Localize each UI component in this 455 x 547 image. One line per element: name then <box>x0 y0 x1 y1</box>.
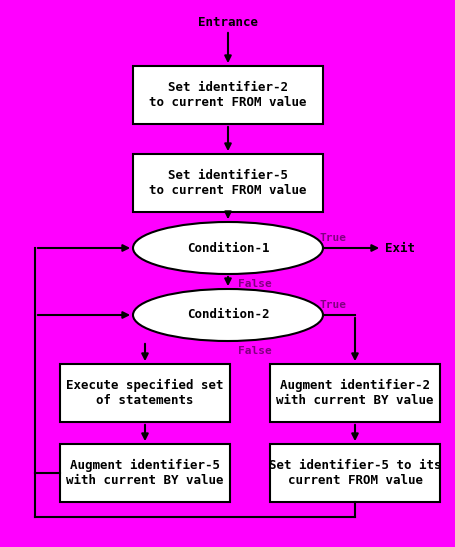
Text: Entrance: Entrance <box>198 15 258 28</box>
FancyBboxPatch shape <box>133 66 323 124</box>
FancyBboxPatch shape <box>270 364 440 422</box>
Text: Condition-1: Condition-1 <box>187 241 269 254</box>
Text: True: True <box>319 233 347 243</box>
FancyBboxPatch shape <box>60 444 230 502</box>
Text: Set identifier-5
to current FROM value: Set identifier-5 to current FROM value <box>149 169 307 197</box>
Text: Augment identifier-2
with current BY value: Augment identifier-2 with current BY val… <box>276 379 434 407</box>
Text: False: False <box>238 279 272 289</box>
Ellipse shape <box>133 289 323 341</box>
FancyBboxPatch shape <box>60 364 230 422</box>
FancyBboxPatch shape <box>270 444 440 502</box>
Text: Set identifier-5 to its
current FROM value: Set identifier-5 to its current FROM val… <box>269 459 441 487</box>
Text: Condition-2: Condition-2 <box>187 309 269 322</box>
Text: True: True <box>319 300 347 310</box>
FancyBboxPatch shape <box>133 154 323 212</box>
Ellipse shape <box>133 222 323 274</box>
Text: False: False <box>238 346 272 356</box>
Text: Execute specified set
of statements: Execute specified set of statements <box>66 379 224 407</box>
Text: Augment identifier-5
with current BY value: Augment identifier-5 with current BY val… <box>66 459 224 487</box>
Text: Set identifier-2
to current FROM value: Set identifier-2 to current FROM value <box>149 81 307 109</box>
Text: Exit: Exit <box>385 241 415 254</box>
